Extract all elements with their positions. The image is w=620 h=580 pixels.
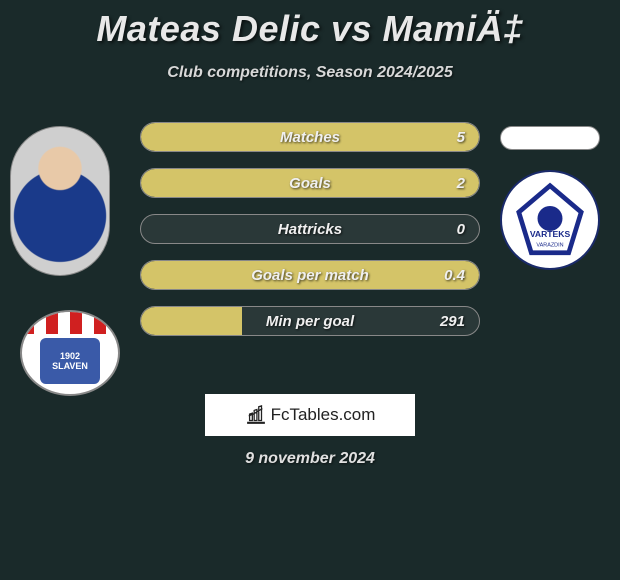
stat-value: 291 bbox=[440, 313, 465, 330]
club-right-name: VARTEKS bbox=[530, 229, 571, 239]
club-left-name: SLAVEN bbox=[52, 361, 88, 371]
subtitle: Club competitions, Season 2024/2025 bbox=[0, 64, 620, 82]
player-right-avatar bbox=[500, 126, 600, 150]
fctables-logo: FcTables.com bbox=[205, 394, 415, 436]
stat-row: Matches 5 bbox=[140, 122, 480, 152]
stat-row: Min per goal 291 bbox=[140, 306, 480, 336]
page-title: Mateas Delic vs MamiÄ‡ bbox=[0, 0, 620, 50]
stat-label: Goals per match bbox=[251, 267, 369, 284]
date-line: 9 november 2024 bbox=[0, 450, 620, 468]
stat-value: 5 bbox=[457, 129, 465, 146]
club-left-year: 1902 bbox=[60, 351, 80, 361]
logo-text: FcTables.com bbox=[271, 405, 376, 425]
club-right-badge: VARTEKS VARAZDIN bbox=[500, 170, 600, 270]
stat-value: 0.4 bbox=[444, 267, 465, 284]
stat-row: Goals per match 0.4 bbox=[140, 260, 480, 290]
stat-row: Hattricks 0 bbox=[140, 214, 480, 244]
stat-fill bbox=[141, 307, 242, 335]
stat-label: Matches bbox=[280, 129, 340, 146]
club-left-badge: 1902 SLAVEN bbox=[20, 310, 120, 396]
stats-list: Matches 5 Goals 2 Hattricks 0 Goals per match 0… bbox=[140, 122, 480, 352]
player-left-avatar bbox=[10, 126, 110, 276]
stat-row: Goals 2 bbox=[140, 168, 480, 198]
stat-value: 2 bbox=[457, 175, 465, 192]
chart-icon bbox=[245, 404, 267, 426]
stat-label: Goals bbox=[289, 175, 331, 192]
stat-value: 0 bbox=[457, 221, 465, 238]
stat-label: Hattricks bbox=[278, 221, 342, 238]
club-right-city: VARAZDIN bbox=[536, 243, 563, 249]
stat-label: Min per goal bbox=[266, 313, 354, 330]
